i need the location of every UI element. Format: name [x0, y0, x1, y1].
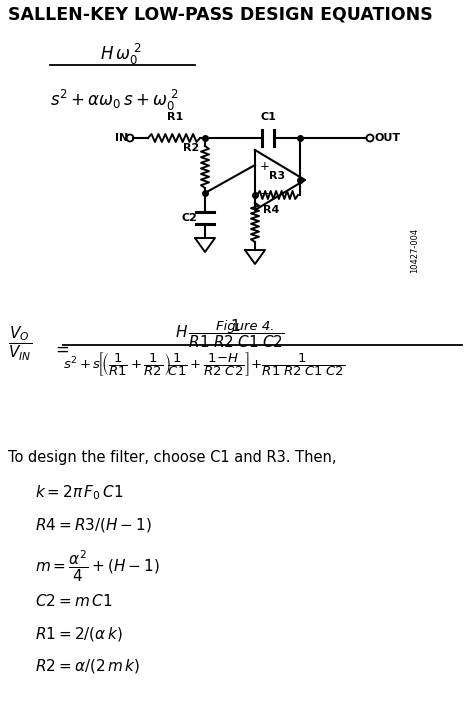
Text: OUT: OUT [375, 133, 401, 143]
Text: IN: IN [115, 133, 128, 143]
Text: C2: C2 [181, 213, 197, 223]
Text: C1: C1 [260, 112, 276, 122]
Text: +: + [260, 160, 270, 172]
Text: Figure 4.: Figure 4. [216, 320, 274, 333]
Text: 10427-004: 10427-004 [410, 227, 419, 272]
Text: $s^2+\alpha\omega_0\,s+\omega_0^{\ 2}$: $s^2+\alpha\omega_0\,s+\omega_0^{\ 2}$ [50, 88, 179, 113]
Text: $R4 = R3/(H - 1)$: $R4 = R3/(H - 1)$ [35, 516, 152, 534]
Text: $s^2+s\!\left[\!\left(\dfrac{1}{R1}+\dfrac{1}{R2}\right)\!\dfrac{1}{C1}+\dfrac{1: $s^2+s\!\left[\!\left(\dfrac{1}{R1}+\dfr… [63, 350, 345, 378]
Text: To design the filter, choose C1 and R3. Then,: To design the filter, choose C1 and R3. … [8, 450, 337, 465]
Text: R4: R4 [263, 205, 279, 215]
Text: $=$: $=$ [52, 340, 69, 358]
Text: $R1 = 2/(\alpha\,k)$: $R1 = 2/(\alpha\,k)$ [35, 625, 123, 643]
Text: $C2 = m\,C1$: $C2 = m\,C1$ [35, 593, 112, 609]
Text: $\dfrac{V_O}{V_{IN}}$: $\dfrac{V_O}{V_{IN}}$ [8, 325, 32, 363]
Text: $m = \dfrac{\alpha^2}{4} + (H - 1)$: $m = \dfrac{\alpha^2}{4} + (H - 1)$ [35, 549, 160, 584]
Text: $H\,\omega_0^{\ 2}$: $H\,\omega_0^{\ 2}$ [100, 42, 142, 67]
Text: R3: R3 [269, 171, 285, 181]
Text: $R2 = \alpha/(2\,m\,k)$: $R2 = \alpha/(2\,m\,k)$ [35, 657, 140, 675]
Text: R1: R1 [167, 112, 183, 122]
Text: R2: R2 [183, 143, 199, 153]
Text: −: − [260, 187, 270, 201]
Text: SALLEN-KEY LOW-PASS DESIGN EQUATIONS: SALLEN-KEY LOW-PASS DESIGN EQUATIONS [8, 5, 433, 23]
Text: $H\,\dfrac{1}{R1\;R2\;C1\;C2}$: $H\,\dfrac{1}{R1\;R2\;C1\;C2}$ [175, 317, 284, 350]
Text: $k = 2\pi\,F_0\,C1$: $k = 2\pi\,F_0\,C1$ [35, 483, 123, 502]
